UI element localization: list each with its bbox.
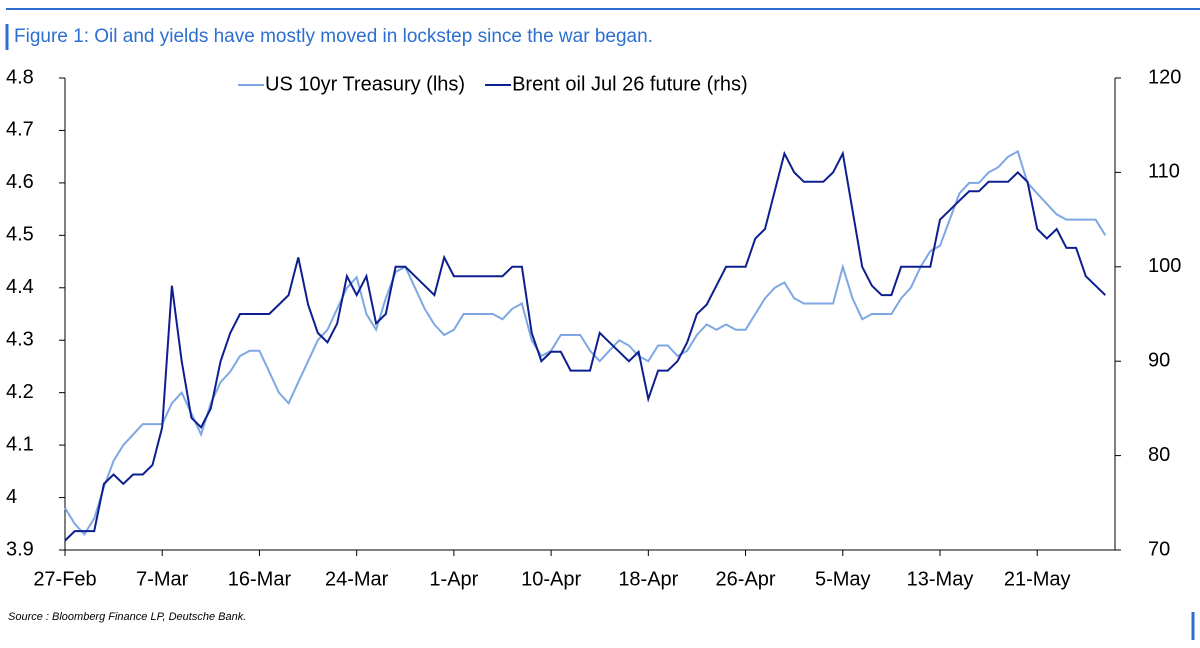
y-tick-label: 4.1 bbox=[6, 433, 34, 455]
x-tick-label: 1-Apr bbox=[429, 568, 478, 590]
y-tick-label: 4.8 bbox=[6, 66, 34, 88]
x-tick-label: 16-Mar bbox=[228, 568, 292, 590]
x-tick-label: 5-May bbox=[815, 568, 871, 590]
y-tick-label: 4.5 bbox=[6, 224, 34, 246]
y-tick-label: 4.3 bbox=[6, 329, 34, 351]
y-tick-label: 4 bbox=[6, 486, 17, 508]
x-tick-label: 13-May bbox=[907, 568, 974, 590]
y2-tick-label: 90 bbox=[1148, 349, 1170, 371]
y2-tick-label: 80 bbox=[1148, 444, 1170, 466]
y-tick-label: 3.9 bbox=[6, 538, 34, 560]
y2-tick-label: 70 bbox=[1148, 538, 1170, 560]
legend-label: US 10yr Treasury (lhs) bbox=[265, 73, 465, 95]
source-note: Source : Bloomberg Finance LP, Deutsche … bbox=[8, 611, 246, 623]
y-tick-label: 4.2 bbox=[6, 381, 34, 403]
x-tick-label: 26-Apr bbox=[716, 568, 776, 590]
x-tick-label: 18-Apr bbox=[618, 568, 678, 590]
series-line bbox=[64, 149, 1107, 536]
y-tick-label: 4.4 bbox=[6, 276, 34, 298]
y2-tick-label: 110 bbox=[1148, 161, 1180, 183]
x-tick-label: 27-Feb bbox=[33, 568, 96, 590]
y-tick-label: 4.6 bbox=[6, 171, 34, 193]
series-line bbox=[64, 150, 1106, 542]
x-tick-label: 7-Mar bbox=[136, 568, 189, 590]
x-tick-label: 10-Apr bbox=[521, 568, 581, 590]
legend-label: Brent oil Jul 26 future (rhs) bbox=[512, 73, 748, 95]
x-tick-label: 24-Mar bbox=[325, 568, 389, 590]
x-tick-label: 21-May bbox=[1004, 568, 1071, 590]
chart-title: Figure 1: Oil and yields have mostly mov… bbox=[14, 26, 653, 47]
y2-tick-label: 100 bbox=[1148, 255, 1181, 277]
y2-tick-label: 120 bbox=[1148, 66, 1181, 88]
y-tick-label: 4.7 bbox=[6, 119, 34, 141]
